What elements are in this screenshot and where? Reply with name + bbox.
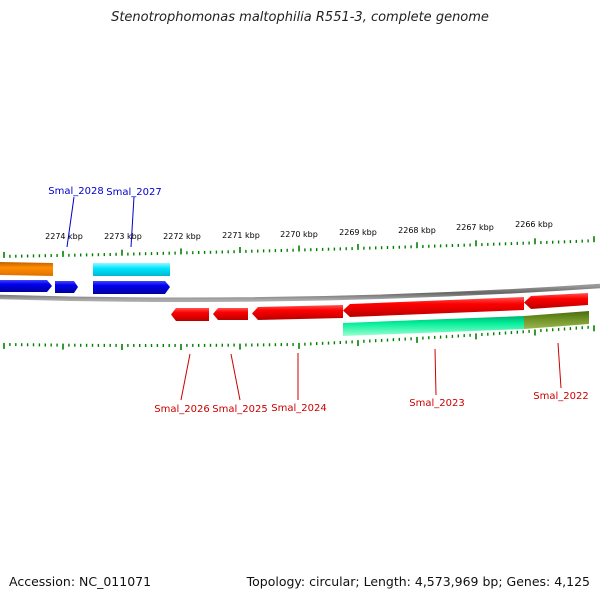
plus-strand-feature-cyan[interactable]	[93, 263, 170, 276]
gene-label-smal-2024[interactable]: Smal_2024	[271, 403, 326, 414]
kbp-label: 2273 kbp	[104, 232, 142, 241]
gene-arrow-smal-2022[interactable]	[524, 293, 588, 309]
gene-label-smal-2022[interactable]: Smal_2022	[533, 391, 588, 402]
kbp-label: 2272 kbp	[163, 232, 201, 241]
gene-arrow-smal-2027[interactable]	[93, 281, 170, 294]
genome-backbone	[0, 283, 600, 303]
minus-strand-feature-green[interactable]	[343, 316, 524, 336]
gene-label-smal-2028[interactable]: Smal_2028	[48, 186, 103, 197]
gene-label-smal-2023[interactable]: Smal_2023	[409, 398, 464, 409]
kbp-label: 2267 kbp	[456, 223, 494, 232]
gene-arrow-smal-2028[interactable]	[55, 281, 78, 293]
label-leader-lines	[66, 196, 562, 401]
gene-label-smal-2027[interactable]: Smal_2027	[106, 187, 161, 198]
topology-summary: Topology: circular; Length: 4,573,969 bp…	[246, 574, 590, 589]
gene-label-smal-2026[interactable]: Smal_2026	[154, 404, 209, 415]
kbp-label: 2271 kbp	[222, 231, 260, 240]
gene-label-smal-2025[interactable]: Smal_2025	[212, 404, 267, 415]
kbp-label: 2266 kbp	[515, 220, 553, 229]
gene-arrow-plus[interactable]	[0, 280, 52, 292]
gene-arrow-smal-2026[interactable]	[171, 308, 209, 321]
gene-arrow-smal-2024[interactable]	[252, 305, 343, 320]
kbp-label: 2269 kbp	[339, 228, 377, 237]
kbp-scale-labels: 2274 kbp 2273 kbp 2272 kbp 2271 kbp 2270…	[45, 220, 553, 241]
kbp-label: 2274 kbp	[45, 232, 83, 241]
kbp-label: 2270 kbp	[280, 230, 318, 239]
accession-text: Accession: NC_011071	[9, 574, 152, 589]
kbp-label: 2268 kbp	[398, 226, 436, 235]
minus-strand-feature-olive[interactable]	[524, 311, 589, 329]
inner-tick-scale	[3, 325, 595, 350]
outer-tick-scale	[3, 236, 595, 258]
map-title: Stenotrophomonas maltophilia R551-3, com…	[111, 10, 489, 25]
gene-arrow-smal-2023[interactable]	[343, 297, 524, 317]
plus-strand-feature-orange[interactable]	[0, 262, 53, 276]
gene-labels: Smal_2028 Smal_2027 Smal_2026 Smal_2025 …	[48, 186, 588, 415]
gene-arrow-smal-2025[interactable]	[213, 308, 248, 320]
